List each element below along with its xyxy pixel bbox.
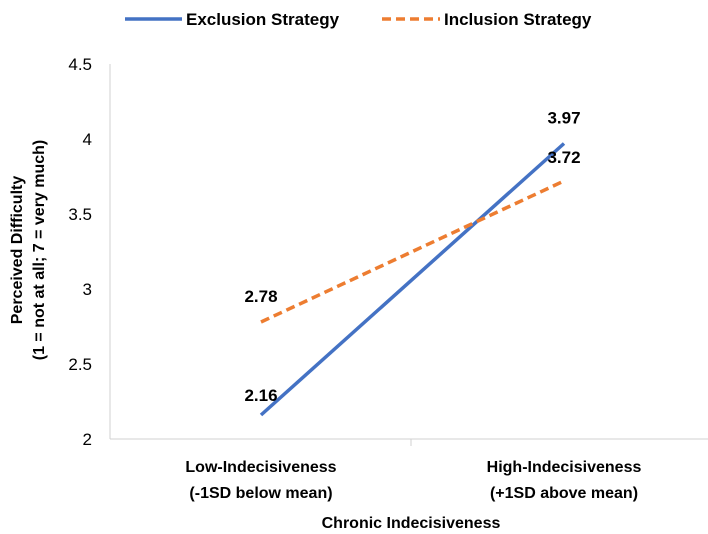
data-label: 3.97: [547, 109, 580, 128]
legend-label-exclusion: Exclusion Strategy: [186, 10, 340, 29]
data-label: 3.72: [547, 148, 580, 167]
y-tick-label: 2.5: [68, 355, 92, 374]
data-label: 2.78: [244, 287, 277, 306]
x-tick-sublabel-low: (-1SD below mean): [189, 485, 332, 502]
x-axis-title: Chronic Indecisiveness: [322, 515, 501, 532]
x-tick-sublabel-high: (+1SD above mean): [490, 485, 638, 502]
y-axis-sublabel: (1 = not at all; 7 = very much): [31, 140, 48, 361]
y-tick-label: 4: [83, 130, 92, 149]
x-tick-labels: Low-Indecisiveness (-1SD below mean) Hig…: [185, 459, 641, 502]
y-tick-labels: 2 2.5 3 3.5 4 4.5: [68, 55, 92, 449]
y-tick-label: 2: [83, 430, 92, 449]
y-axis-title: Perceived Difficulty (1 = not at all; 7 …: [9, 140, 48, 361]
y-tick-label: 4.5: [68, 55, 92, 74]
legend: Exclusion Strategy Inclusion Strategy: [125, 10, 592, 29]
data-labels: 2.16 3.97 2.78 3.72: [244, 109, 580, 406]
y-tick-label: 3.5: [68, 205, 92, 224]
series-lines: [259, 142, 566, 417]
series-line-exclusion: [259, 142, 566, 417]
y-axis-label: Perceived Difficulty: [9, 176, 26, 325]
series-line-inclusion: [260, 179, 565, 324]
legend-label-inclusion: Inclusion Strategy: [444, 10, 592, 29]
x-tick-label-low: Low-Indecisiveness: [185, 459, 336, 476]
y-tick-label: 3: [83, 280, 92, 299]
data-label: 2.16: [244, 386, 277, 405]
x-tick-label-high: High-Indecisiveness: [487, 459, 642, 476]
